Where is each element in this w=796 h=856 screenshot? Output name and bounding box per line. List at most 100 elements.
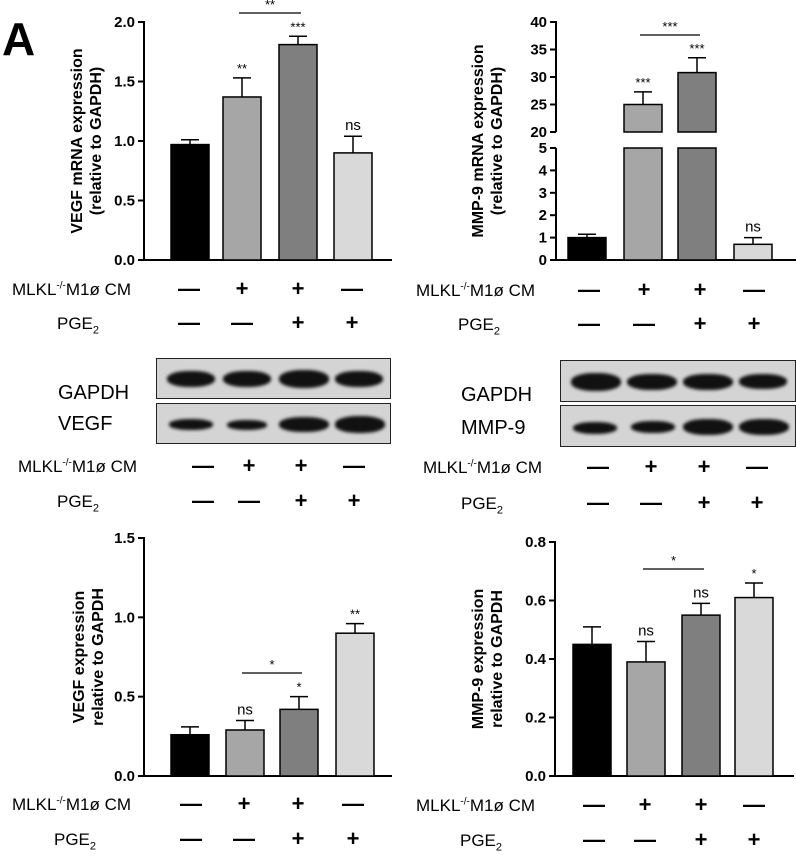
chart-vegf-mrna: 0.0 0.5 1.0 1.5 2.0 VEGF mRNA expression (rela… <box>69 0 392 269</box>
condition-label-mlkl: MLKL-/-M1ø CM <box>416 281 535 301</box>
minus-sign: — <box>743 277 765 302</box>
significance-label: ns <box>345 117 361 134</box>
minus-sign: — <box>178 310 200 335</box>
plus-sign: + <box>638 792 652 817</box>
blot-label-vegf: VEGF <box>58 413 113 435</box>
band <box>335 416 385 433</box>
plus-sign: + <box>697 490 711 515</box>
condition-superscript: -/- <box>56 280 66 292</box>
y-tick-label: 1.5 <box>114 530 135 547</box>
y-tick-label: 5 <box>539 140 547 157</box>
minus-sign: — <box>178 276 200 301</box>
significance-label: * <box>296 680 301 695</box>
y-axis-label: MMP-9 mRNA expression <box>470 44 487 237</box>
minus-sign: — <box>192 488 214 513</box>
y-tick-label: 1.0 <box>114 133 135 150</box>
plus-sign: + <box>345 310 359 335</box>
band <box>739 374 787 389</box>
bar <box>170 733 210 777</box>
significance-label: ns <box>745 219 761 236</box>
y-tick-label: 2 <box>539 207 547 224</box>
condition-text: PGE <box>460 831 496 850</box>
bar <box>335 632 375 777</box>
y-tick-label: 0.8 <box>525 534 546 551</box>
condition-label-pge2: PGE2 <box>54 830 96 852</box>
condition-suffix: M1ø CM <box>469 796 536 815</box>
condition-subscript: 2 <box>92 324 100 337</box>
bar <box>222 96 262 261</box>
bar <box>681 614 721 777</box>
significance-label: ns <box>693 584 709 601</box>
plus-sign: + <box>291 826 305 851</box>
y-tick-label: 0.4 <box>525 651 547 668</box>
condition-subscript: 2 <box>493 325 501 338</box>
blot-label-gapdh-left: GAPDH <box>58 382 130 404</box>
band <box>683 419 733 435</box>
significance-label: * <box>751 566 756 581</box>
plus-sign: + <box>291 791 305 816</box>
y-tick-label: 3 <box>539 185 547 202</box>
condition-label-pge2: PGE2 <box>57 492 99 514</box>
plus-sign: + <box>346 826 360 851</box>
minus-sign: — <box>746 454 768 479</box>
bar <box>626 661 666 777</box>
band <box>627 374 677 390</box>
bracket-label: * <box>671 553 676 568</box>
bar <box>567 236 607 261</box>
plus-sign: + <box>694 827 708 852</box>
minus-sign: — <box>634 827 656 852</box>
bar <box>623 103 663 133</box>
condition-text: PGE <box>458 315 494 334</box>
plus-sign: + <box>694 792 708 817</box>
y-axis-label-2: relative to GAPDH <box>90 588 107 726</box>
minus-sign: — <box>578 277 600 302</box>
minus-sign: — <box>233 826 255 851</box>
condition-text: MLKL <box>416 796 461 815</box>
minus-sign: — <box>743 792 765 817</box>
band <box>683 374 733 390</box>
condition-suffix: M1ø CM <box>71 457 138 476</box>
minus-sign: — <box>633 311 655 336</box>
condition-superscript: -/- <box>56 795 66 807</box>
bar <box>734 596 774 777</box>
minus-sign: — <box>578 311 600 336</box>
band <box>169 419 213 430</box>
y-axis-label-group: VEGF expression relative to GAPDH <box>71 588 107 726</box>
plus-sign: + <box>747 827 761 852</box>
bar <box>733 243 773 261</box>
plus-sign: + <box>242 453 256 478</box>
significance-label: ** <box>237 61 247 76</box>
bar <box>170 143 210 261</box>
plus-sign: + <box>235 276 249 301</box>
minus-sign: — <box>587 454 609 479</box>
plus-sign: + <box>291 276 305 301</box>
bar <box>279 708 319 777</box>
condition-label-mlkl: MLKL-/-M1ø CM <box>12 795 131 815</box>
blot-mmp9 <box>560 405 796 447</box>
plus-sign: + <box>294 453 308 478</box>
y-axis-label-group: VEGF mRNA expression (relative to GAPDH) <box>69 48 105 233</box>
band <box>573 422 617 434</box>
y-axis-label-2: relative to GAPDH <box>489 590 506 728</box>
y-tick-label: 0.0 <box>525 768 546 785</box>
condition-suffix: M1ø CM <box>65 795 132 814</box>
plus-sign: + <box>693 277 707 302</box>
bar <box>225 729 265 777</box>
y-tick-label: 40 <box>530 14 547 31</box>
condition-suffix: M1ø CM <box>469 281 536 300</box>
y-tick-label: 4 <box>539 162 548 179</box>
chart-vegf-protein: 0.0 0.5 1.0 1.5 VEGF expression relative to G… <box>71 530 392 785</box>
y-tick-label: 20 <box>530 124 547 141</box>
significance-label: *** <box>689 41 704 56</box>
bar-lower-segment <box>623 147 663 261</box>
minus-sign: — <box>238 488 260 513</box>
plus-sign: + <box>697 454 711 479</box>
minus-sign: — <box>231 310 253 335</box>
plus-sign: + <box>294 488 308 513</box>
plus-sign: + <box>291 310 305 335</box>
y-tick-label: 30 <box>530 69 547 86</box>
y-tick-label: 2.0 <box>114 14 135 31</box>
condition-label-pge2: PGE2 <box>460 831 502 853</box>
condition-suffix: M1ø CM <box>65 280 132 299</box>
